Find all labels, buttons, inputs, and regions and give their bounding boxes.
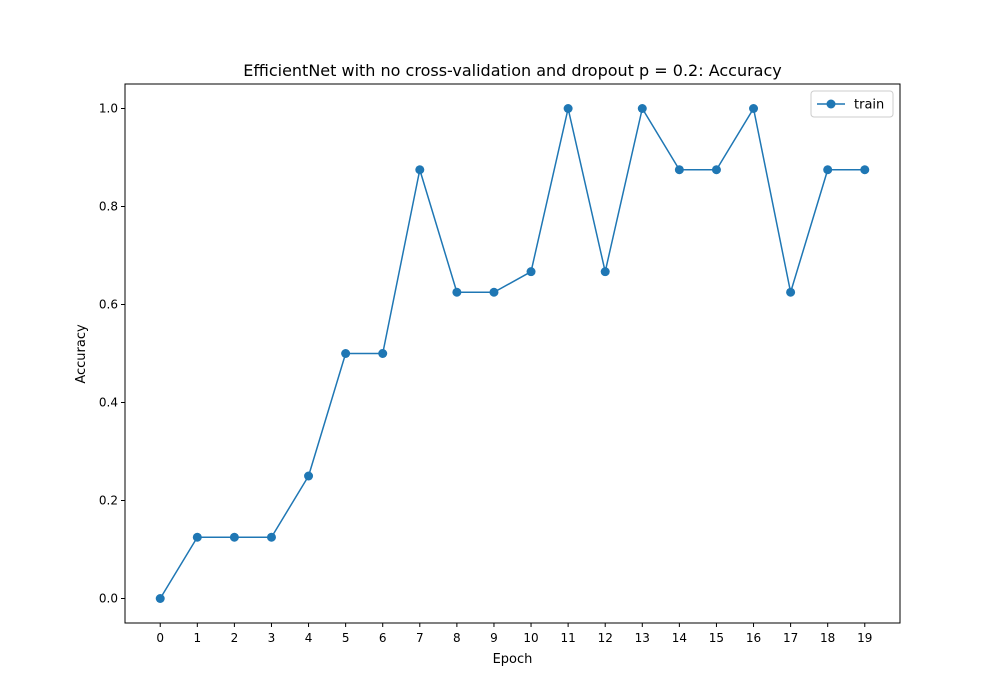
x-tick-label: 9 [490,631,498,645]
x-tick-label: 2 [231,631,239,645]
data-point [192,532,202,542]
x-tick-label: 19 [857,631,872,645]
data-point [526,267,536,277]
chart-title: EfficientNet with no cross-validation an… [243,61,782,80]
data-point [155,594,165,603]
y-tick-label: 0.4 [99,396,118,410]
data-point [341,349,351,358]
legend: train [810,90,894,118]
x-tick-label: 1 [193,631,201,645]
data-point [860,165,870,175]
y-tick-label: 0.0 [99,592,118,606]
x-tick-label: 15 [709,631,724,645]
x-tick-label: 17 [783,631,798,645]
data-point [786,287,796,297]
x-tick-label: 4 [305,631,313,645]
data-point [637,104,647,113]
y-tick-label: 1.0 [99,102,118,116]
data-point [749,104,759,113]
x-tick-label: 6 [379,631,387,645]
data-point [489,287,499,297]
data-point [378,349,388,358]
data-point [674,165,684,175]
data-point [600,267,610,277]
y-tick-label: 0.8 [99,200,118,214]
x-tick-label: 0 [156,631,164,645]
x-tick-label: 13 [635,631,650,645]
data-point [229,532,239,542]
axes-frame [124,83,901,624]
data-point [711,165,721,175]
data-point [823,165,833,175]
plot-area: 0 1 2 3 4 5 6 7 8 9 10 11 12 13 14 15 16 17 18 190.00.20.40… [99,83,901,645]
y-axis-label: Accuracy [74,324,89,384]
x-tick-label: 10 [523,631,538,645]
x-tick-label: 7 [416,631,424,645]
x-tick-label: 14 [672,631,687,645]
x-tick-label: 18 [820,631,835,645]
data-point [266,532,276,542]
data-point [415,165,425,175]
x-tick-label: 5 [342,631,350,645]
x-tick-label: 3 [268,631,276,645]
x-tick-label: 16 [746,631,761,645]
x-tick-label: 8 [453,631,461,645]
data-point [563,104,573,113]
data-point [304,471,314,481]
y-tick-label: 0.2 [99,494,118,508]
data-point [452,287,462,297]
y-tick-label: 0.6 [99,298,118,312]
x-tick-label: 11 [560,631,575,645]
series-line-train [159,107,865,599]
legend-marker [826,99,836,109]
x-tick-label: 12 [598,631,613,645]
x-axis-label: Epoch [493,652,533,667]
legend-box [810,90,894,118]
legend-label: train [854,98,884,113]
